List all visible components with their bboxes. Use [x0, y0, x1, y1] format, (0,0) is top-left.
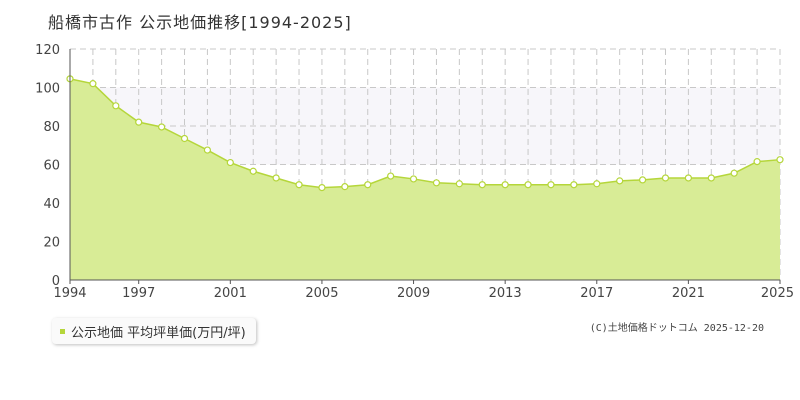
data-point: [318, 184, 326, 192]
data-point: [730, 169, 738, 177]
data-point: [638, 176, 647, 184]
legend-marker: [60, 328, 65, 334]
data-point: [524, 181, 532, 189]
x-axis-ticks: 1994 1997 2001 2005 2009 2013 2017 2021 2025: [53, 280, 794, 300]
data-point: [180, 134, 189, 143]
data-point: [684, 174, 692, 182]
data-point: [135, 118, 143, 126]
data-point: [89, 80, 97, 88]
data-point: [203, 146, 212, 154]
y-tick-label: 20: [43, 236, 60, 251]
data-point: [158, 123, 166, 131]
page-title: 船橋市古作 公示地価推移[1994-2025]: [48, 13, 352, 32]
data-point: [112, 102, 120, 110]
x-tick-label: 2009: [397, 286, 430, 300]
area-fill: [70, 78, 780, 280]
x-tick-label: 1997: [122, 286, 155, 300]
data-point: [707, 174, 715, 182]
price-trend-chart: 0 20 40 60 80 100 120 1994 1997 2001 2005 2009 2013…: [35, 43, 794, 300]
data-point: [478, 181, 486, 189]
x-tick-label: 2001: [214, 286, 247, 300]
data-markers: [66, 75, 784, 192]
x-tick-label: 2021: [672, 286, 705, 300]
data-point: [570, 181, 578, 189]
copyright-text: (C)土地価格ドットコム 2025-12-20: [589, 323, 764, 334]
y-tick-label: 0: [52, 274, 60, 289]
y-tick-label: 40: [43, 197, 60, 212]
x-tick-label: 2005: [305, 286, 338, 300]
data-point: [364, 181, 372, 189]
data-point: [249, 167, 257, 175]
y-tick-label: 60: [43, 159, 60, 174]
data-point: [501, 181, 509, 189]
data-point: [226, 158, 234, 167]
y-axis-ticks: 0 20 40 60 80 100 120: [35, 43, 60, 289]
legend: 公示地価 平均坪単価(万円/坪): [52, 318, 256, 344]
series-line: [69, 78, 781, 189]
x-tick-label: 2025: [761, 286, 794, 300]
data-point: [753, 158, 761, 166]
data-point: [341, 183, 349, 191]
data-point: [432, 179, 441, 187]
data-point: [593, 180, 601, 188]
data-point: [776, 156, 784, 164]
data-point: [387, 172, 395, 180]
data-point: [272, 174, 280, 182]
data-point: [455, 180, 463, 188]
data-point: [295, 181, 303, 189]
x-tick-label: 2017: [580, 286, 613, 300]
data-point: [409, 175, 418, 183]
x-tick-label: 2013: [489, 286, 522, 300]
y-tick-label: 100: [35, 82, 60, 97]
y-tick-label: 120: [35, 43, 60, 58]
data-point: [661, 174, 670, 182]
legend-label: 公示地価 平均坪単価(万円/坪): [71, 325, 246, 341]
data-point: [547, 181, 555, 189]
x-tick-label: 1994: [53, 286, 86, 300]
data-point: [616, 177, 624, 185]
y-tick-label: 80: [43, 120, 60, 135]
